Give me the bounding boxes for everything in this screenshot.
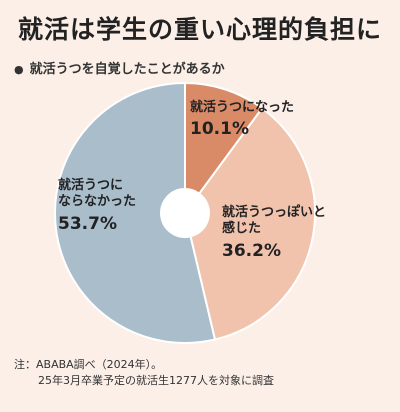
source-note-line: 注：ABABA調べ（2024年）。 (14, 358, 163, 371)
chart-title: 就活は学生の重い心理的負担に (17, 15, 382, 44)
slice-label-value: 53.7% (58, 213, 117, 234)
slice-label-value: 36.2% (222, 240, 281, 261)
slice-label-name: ならなかった (58, 194, 137, 210)
bullet-icon: ● (14, 63, 24, 76)
slice-label-name: 感じた (222, 221, 262, 237)
slice-label-value: 10.1% (190, 119, 249, 140)
slice-label-name: 就活うつに (58, 178, 124, 193)
slice-label-not-depressed: 就活うつに ならなかった 53.7% (58, 178, 168, 235)
slice-label-depressed: 就活うつになった 10.1% (190, 100, 294, 141)
slice-label-name: 就活うつっぽいと (222, 205, 327, 220)
donut-hole (161, 189, 209, 237)
slice-label-name: 就活うつになった (190, 100, 295, 115)
source-note-line: 25年3月卒業予定の就活生1277人を対象に調査 (38, 373, 274, 387)
chart-subtitle: ● 就活うつを自覚したことがあるか (14, 58, 225, 77)
slice-label-somewhat: 就活うつっぽいと 感じた 36.2% (222, 205, 362, 262)
subtitle-text: 就活うつを自覚したことがあるか (29, 62, 225, 77)
source-note: 注：ABABA調べ（2024年）。 25年3月卒業予定の就活生1277人を対象に… (14, 357, 274, 389)
